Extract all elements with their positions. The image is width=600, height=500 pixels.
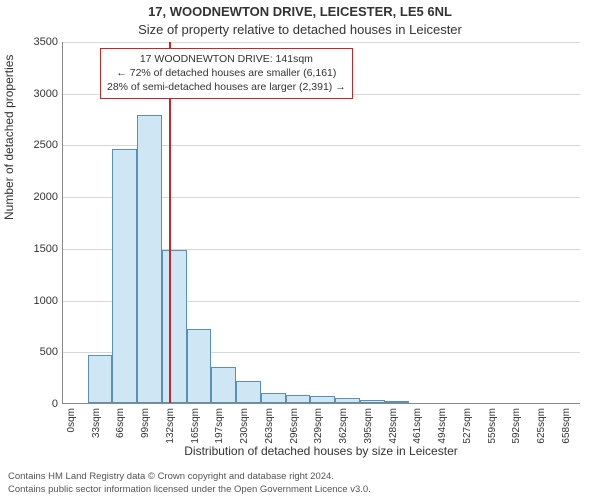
info-line-2: ← 72% of detached houses are smaller (6,… bbox=[107, 66, 346, 80]
histogram-bar bbox=[137, 115, 162, 403]
y-tick-label: 0 bbox=[18, 398, 58, 410]
info-line-1: 17 WOODNEWTON DRIVE: 141sqm bbox=[107, 52, 346, 66]
histogram-bar bbox=[310, 396, 335, 403]
histogram-bar bbox=[162, 250, 187, 403]
chart-title-sub: Size of property relative to detached ho… bbox=[0, 22, 600, 37]
attribution-line-2: Contains public sector information licen… bbox=[8, 484, 371, 496]
info-line-3: 28% of semi-detached houses are larger (… bbox=[107, 80, 346, 94]
y-axis-label: Number of detached properties bbox=[2, 55, 16, 220]
y-tick-label: 1000 bbox=[18, 295, 58, 307]
histogram-bar bbox=[236, 381, 261, 403]
histogram-bar bbox=[187, 329, 212, 403]
histogram-bar bbox=[211, 367, 236, 403]
info-box: 17 WOODNEWTON DRIVE: 141sqm ← 72% of det… bbox=[100, 48, 353, 99]
x-axis-label: Distribution of detached houses by size … bbox=[62, 444, 580, 458]
histogram-bar bbox=[335, 398, 360, 403]
y-tick-label: 3500 bbox=[18, 36, 58, 48]
chart-container: 17, WOODNEWTON DRIVE, LEICESTER, LE5 6NL… bbox=[0, 0, 600, 500]
histogram-bar bbox=[286, 395, 311, 403]
y-tick-label: 3000 bbox=[18, 88, 58, 100]
histogram-bar bbox=[360, 400, 385, 403]
y-tick-label: 1500 bbox=[18, 243, 58, 255]
histogram-bar bbox=[88, 355, 113, 403]
y-tick-label: 2500 bbox=[18, 139, 58, 151]
histogram-bar bbox=[261, 393, 286, 403]
histogram-bar bbox=[112, 149, 137, 403]
attribution: Contains HM Land Registry data © Crown c… bbox=[8, 471, 371, 496]
chart-title-main: 17, WOODNEWTON DRIVE, LEICESTER, LE5 6NL bbox=[0, 4, 600, 19]
histogram-bar bbox=[385, 401, 410, 403]
y-tick-label: 500 bbox=[18, 346, 58, 358]
gridline bbox=[63, 42, 580, 43]
attribution-line-1: Contains HM Land Registry data © Crown c… bbox=[8, 471, 371, 483]
y-tick-label: 2000 bbox=[18, 191, 58, 203]
